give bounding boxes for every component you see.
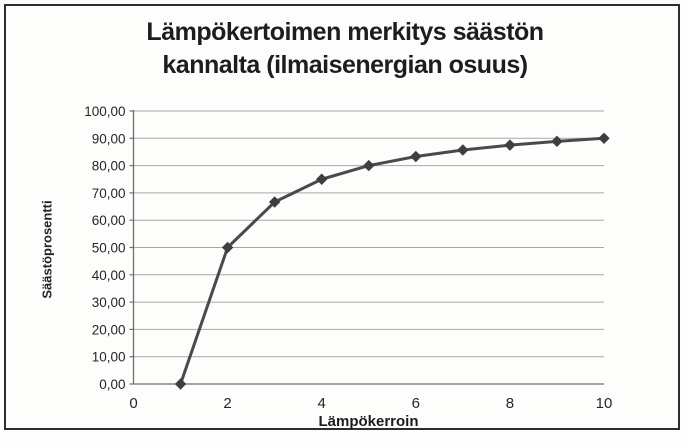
chart-title-line-1: Lämpökertoimen merkitys säästön: [146, 18, 544, 46]
x-tick-label: 4: [318, 395, 326, 412]
x-tick-label: 2: [223, 395, 231, 412]
data-point-marker: [551, 135, 563, 148]
data-point-marker: [174, 378, 187, 390]
data-point-marker: [315, 173, 328, 185]
data-point-marker: [457, 144, 469, 156]
x-tick-label: 6: [412, 395, 420, 412]
x-tick-label: 10: [596, 395, 613, 412]
y-tick-label: 100,00: [84, 104, 125, 119]
data-point-marker: [221, 241, 234, 254]
y-tick-label: 80,00: [92, 159, 126, 174]
series-line: [179, 136, 606, 386]
y-tick-label: 30,00: [92, 295, 126, 310]
data-point-marker: [363, 159, 375, 172]
y-tick-label: 50,00: [92, 241, 126, 256]
data-point-marker: [598, 132, 610, 145]
chart-title-line-2: kannalta (ilmaisenergian osuus): [162, 51, 528, 79]
x-tick-label: 0: [129, 395, 137, 412]
y-tick-label: 10,00: [92, 350, 126, 365]
data-point-marker: [504, 139, 516, 151]
y-tick-label: 20,00: [92, 322, 126, 337]
y-tick-label: 0,00: [99, 377, 125, 392]
x-axis-title: Lämpökerroin: [318, 413, 419, 430]
y-tick-label: 60,00: [92, 213, 126, 228]
chart-title: Lämpökertoimen merkitys säästön kannalta…: [30, 16, 660, 82]
y-tick-label: 40,00: [92, 268, 126, 283]
data-point-marker: [268, 196, 281, 208]
data-point-marker: [410, 150, 422, 163]
x-tick-label: 8: [506, 395, 514, 412]
y-tick-label: 70,00: [92, 186, 126, 201]
y-tick-label: 90,00: [92, 131, 126, 146]
chart-border-frame: [4, 4, 680, 430]
